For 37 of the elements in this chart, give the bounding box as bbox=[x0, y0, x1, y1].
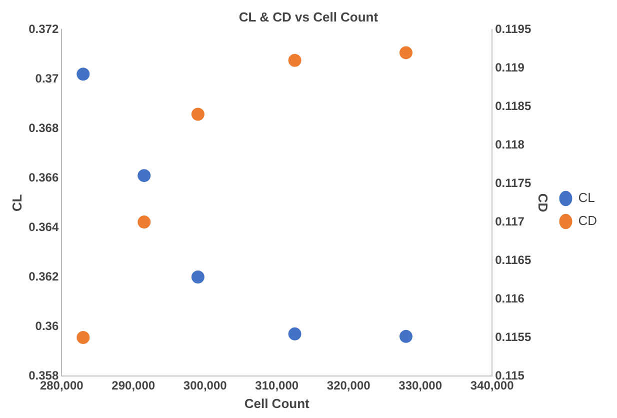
y-tick-label: 0.368 bbox=[28, 120, 59, 135]
y-tick-label: 0.366 bbox=[28, 170, 59, 184]
point bbox=[288, 327, 302, 340]
y-axis-title: CL bbox=[9, 194, 24, 212]
point bbox=[191, 270, 204, 284]
point bbox=[399, 330, 412, 343]
y-tick-label: 0.37 bbox=[35, 71, 59, 86]
point bbox=[138, 216, 151, 229]
x-tick-label: 310,000 bbox=[255, 378, 299, 393]
x-tick-label: 300,000 bbox=[183, 378, 228, 393]
y-tick-label: 0.362 bbox=[28, 269, 59, 284]
y2-axis-title: CD bbox=[535, 193, 550, 212]
point bbox=[191, 108, 204, 121]
y2-tick-label: 0.119 bbox=[495, 60, 525, 74]
legend-label: CL bbox=[578, 190, 595, 206]
point bbox=[76, 331, 90, 344]
y-tick-label: 0.372 bbox=[28, 22, 59, 36]
y2-tick-label: 0.118 bbox=[495, 137, 525, 152]
chart-title: CL & CD vs Cell Count bbox=[238, 9, 379, 24]
y2-tick-label: 0.1165 bbox=[495, 252, 532, 267]
x-axis-title: Cell Count bbox=[244, 396, 310, 411]
y2-tick-label: 0.116 bbox=[495, 291, 525, 306]
x-tick-label: 320,000 bbox=[326, 378, 371, 393]
point bbox=[138, 169, 151, 182]
y2-tick-label: 0.1195 bbox=[495, 22, 532, 36]
y-tick-label: 0.36 bbox=[35, 318, 59, 333]
y2-tick-label: 0.117 bbox=[495, 214, 525, 228]
x-tick-label: 330,000 bbox=[398, 378, 442, 393]
y-tick-label: 0.364 bbox=[28, 220, 59, 234]
legend-label: CD bbox=[578, 213, 598, 228]
point bbox=[288, 54, 302, 67]
y2-tick-label: 0.1175 bbox=[495, 176, 532, 190]
x-tick-label: 290,000 bbox=[112, 378, 156, 393]
point bbox=[399, 46, 412, 60]
y2-tick-label: 0.1155 bbox=[495, 330, 532, 344]
y2-tick-label: 0.1185 bbox=[495, 98, 532, 113]
point bbox=[76, 68, 90, 81]
